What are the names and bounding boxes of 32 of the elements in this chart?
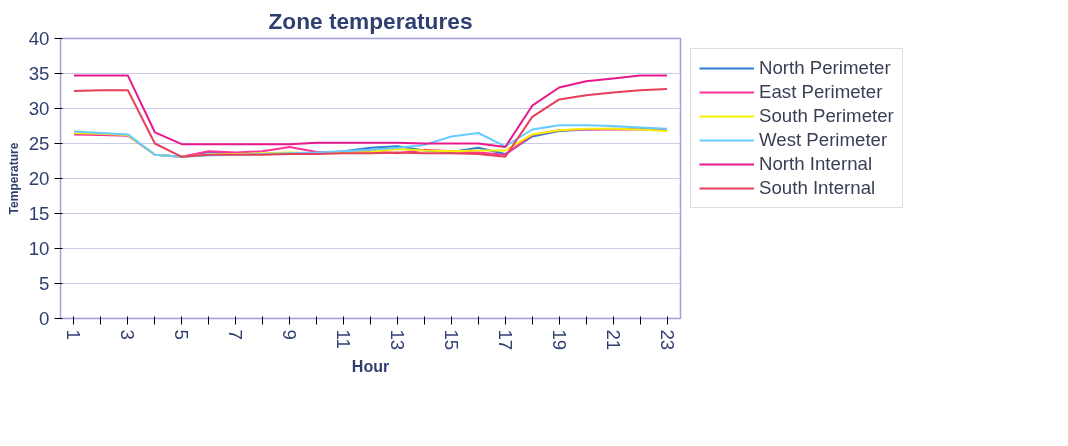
y-tick-label: 40 [28, 28, 50, 49]
y-tick-label: 30 [28, 98, 50, 119]
chart-title: Zone temperatures [268, 7, 473, 34]
y-tick-label: 25 [28, 133, 50, 154]
y-tick-label: 35 [28, 63, 50, 84]
line-series [72, 87, 669, 158]
x-tick-label: 1 [63, 329, 85, 340]
legend-label: West Perimeter [759, 129, 888, 151]
x-tick-label: 3 [117, 329, 139, 340]
y-tick-label: 0 [39, 308, 50, 329]
y-tick-label: 5 [39, 273, 50, 294]
x-tick-label: 15 [440, 329, 462, 351]
x-tick-label: 9 [279, 329, 301, 340]
y-tick-label: 20 [28, 168, 50, 189]
legend-label: North Internal [759, 153, 873, 175]
legend-label: East Perimeter [759, 81, 883, 103]
legend-label: South Internal [759, 177, 876, 199]
y-tick-label: 10 [28, 238, 50, 259]
legend-label: North Perimeter [759, 57, 891, 79]
x-tick-label: 19 [548, 329, 570, 351]
x-tick-label: 7 [225, 329, 247, 340]
x-tick-label: 13 [386, 329, 408, 351]
y-axis-title: Temperature [6, 142, 21, 215]
x-tick-label: 23 [656, 329, 678, 351]
x-axis-title: Hour [351, 358, 390, 376]
x-tick-label: 5 [171, 329, 193, 340]
legend-label: South Perimeter [759, 105, 894, 127]
line-series [72, 74, 669, 148]
x-tick-label: 17 [494, 329, 516, 351]
x-tick-label: 11 [333, 329, 355, 349]
y-tick-label: 15 [28, 203, 50, 224]
x-tick-label: 21 [602, 329, 624, 351]
